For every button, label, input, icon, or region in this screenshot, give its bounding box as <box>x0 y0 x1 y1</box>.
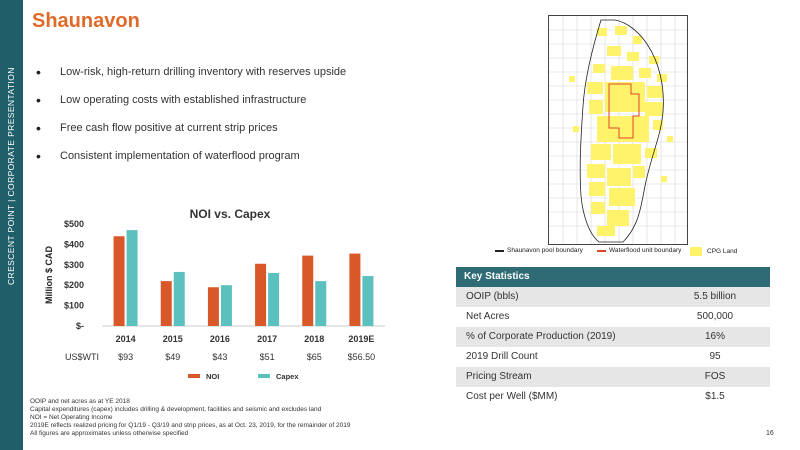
footnote: Capital expenditures (capex) includes dr… <box>30 406 322 413</box>
bullet-item: • Low-risk, high-return drilling inventor… <box>36 62 456 90</box>
y-tick-label: $300 <box>64 260 84 270</box>
page-number: 16 <box>766 430 774 437</box>
legend-item-pool-boundary: Shaunavon pool boundary <box>495 247 583 254</box>
stat-label: Pricing Stream <box>466 371 532 382</box>
bar-noi <box>349 253 361 326</box>
legend-label: Waterflood unit boundary <box>609 247 682 254</box>
table-row: 2019 Drill Count 95 <box>456 347 770 367</box>
legend-item-waterflood-boundary: Waterflood unit boundary <box>597 247 681 254</box>
x-tick-label: 2016 <box>210 334 230 344</box>
stat-value: 95 <box>709 351 721 362</box>
page-title: Shaunavon <box>32 10 140 32</box>
bar-noi <box>207 287 219 326</box>
y-axis-label: Million $ CAD <box>44 246 54 304</box>
table-row: Net Acres 500,000 <box>456 307 770 327</box>
bullet-item: • Low operating costs with established in… <box>36 90 456 118</box>
bullet-text: Free cash flow positive at current strip… <box>60 122 278 134</box>
line-icon <box>495 249 504 252</box>
bar-capex <box>315 281 327 326</box>
bullet-text: Consistent implementation of waterflood … <box>60 150 300 162</box>
y-tick-label: $100 <box>64 301 84 311</box>
noi-capex-chart: NOI vs. Capex Million $ CAD $- $100 $200 $300… <box>40 200 400 390</box>
key-statistics-header: Key Statistics <box>456 267 770 287</box>
bullet-text: Low operating costs with established inf… <box>60 94 307 106</box>
wti-price: $43 <box>212 352 227 362</box>
legend-swatch-noi <box>188 374 200 378</box>
x-tick-label: 2018 <box>304 334 324 344</box>
cpg-land <box>569 26 673 236</box>
bullet-item: • Consistent implementation of waterflood… <box>36 146 456 174</box>
line-icon <box>597 249 606 252</box>
stat-label: % of Corporate Production (2019) <box>466 331 616 342</box>
x-tick-label: 2015 <box>163 334 183 344</box>
bar-capex <box>126 230 138 326</box>
legend-label: Shaunavon pool boundary <box>507 247 583 254</box>
chart-title: NOI vs. Capex <box>190 207 271 221</box>
shaunavon-map <box>548 15 688 245</box>
bar-capex <box>173 271 185 326</box>
bar-noi <box>160 281 172 326</box>
wti-price: $93 <box>118 352 133 362</box>
legend-swatch-capex <box>258 374 270 378</box>
square-icon <box>690 247 702 256</box>
map-graphic <box>549 16 687 244</box>
y-tick-label: $500 <box>64 219 84 229</box>
bar-capex <box>220 285 232 326</box>
stat-value: 5.5 billion <box>693 291 737 302</box>
table-row: Pricing Stream FOS <box>456 367 770 387</box>
stat-value: FOS <box>704 371 726 382</box>
bullet-dot-icon: • <box>36 92 41 108</box>
legend-label-capex: Capex <box>276 372 299 381</box>
x-tick-label: 2014 <box>116 334 136 344</box>
side-bar-text: CRESCENT POINT | CORPORATE PRESENTATION <box>6 67 16 285</box>
x-tick-label: 2019E <box>348 334 374 344</box>
waterflood-unit-boundary <box>608 83 640 139</box>
bar-capex <box>362 276 374 326</box>
x-tick-label: 2017 <box>257 334 277 344</box>
bullet-list: • Low-risk, high-return drilling inventor… <box>36 62 456 174</box>
stat-label: Cost per Well ($MM) <box>466 391 558 402</box>
key-statistics-table: Key Statistics OOIP (bbls) 5.5 billion N… <box>456 267 770 407</box>
table-row: % of Corporate Production (2019) 16% <box>456 327 770 347</box>
wti-price: $56.50 <box>348 352 376 362</box>
stat-value: 16% <box>704 331 725 342</box>
bullet-dot-icon: • <box>36 64 41 80</box>
bar-noi <box>302 255 314 326</box>
bullet-text: Low-risk, high-return drilling inventory… <box>60 66 347 78</box>
stat-value: 500,000 <box>696 311 734 322</box>
legend-item-cpg-land: CPG Land <box>690 247 737 256</box>
bullet-dot-icon: • <box>36 148 41 164</box>
stat-label: 2019 Drill Count <box>466 351 538 362</box>
footnotes: OOIP and net acres as at YE 2018 Capital… <box>30 398 350 438</box>
y-tick-label: $200 <box>64 280 84 290</box>
wti-row-label: US$WTI <box>65 352 99 362</box>
stat-label: Net Acres <box>466 311 510 322</box>
stat-label: OOIP (bbls) <box>466 291 519 302</box>
legend-label-noi: NOI <box>206 372 219 381</box>
shaunavon-pool-boundary <box>579 19 664 243</box>
footnote: All figures are approximates unless othe… <box>30 430 189 437</box>
bar-noi <box>255 263 267 326</box>
chart-svg: NOI vs. Capex Million $ CAD $- $100 $200 $300… <box>44 207 385 381</box>
side-bar: CRESCENT POINT | CORPORATE PRESENTATION <box>0 0 23 450</box>
map-legend: Shaunavon pool boundary Waterflood unit … <box>495 247 755 261</box>
table-row: Cost per Well ($MM) $1.5 <box>456 387 770 407</box>
footnote: 2019E reflects realized pricing for Q1/1… <box>30 422 351 429</box>
legend-label: CPG Land <box>707 248 738 255</box>
bar-capex <box>268 272 280 326</box>
y-tick-label: $- <box>76 321 84 331</box>
wti-price: $65 <box>307 352 322 362</box>
bar-noi <box>113 236 125 326</box>
footnote: NOI = Net Operating Income <box>30 414 113 421</box>
bullet-dot-icon: • <box>36 120 41 136</box>
footnote: OOIP and net acres as at YE 2018 <box>30 398 130 405</box>
bullet-item: • Free cash flow positive at current stri… <box>36 118 456 146</box>
wti-price: $51 <box>260 352 275 362</box>
wti-price: $49 <box>165 352 180 362</box>
y-tick-label: $400 <box>64 239 84 249</box>
table-row: OOIP (bbls) 5.5 billion <box>456 287 770 307</box>
stat-value: $1.5 <box>705 391 725 402</box>
